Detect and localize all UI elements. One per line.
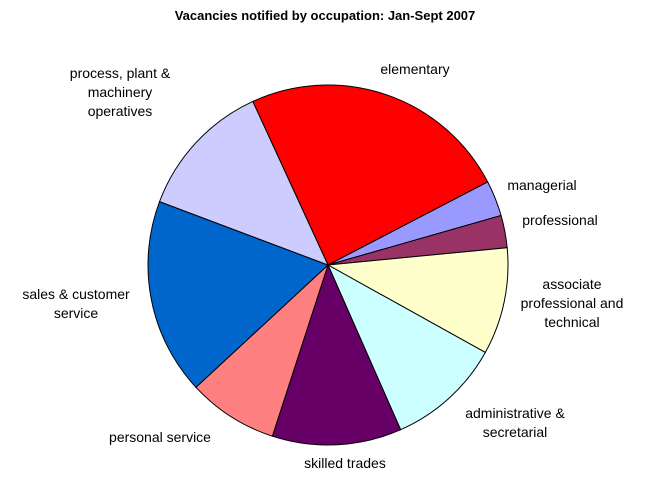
slice-label: process, plant & machinery operatives [69,65,171,119]
chart-title: Vacancies notified by occupation: Jan-Se… [174,8,476,23]
slice-label: administrative & secretarial [465,405,565,440]
slice-label: professional [522,212,598,228]
pie-slice [158,100,329,266]
slice-label: skilled trades [304,455,386,471]
pie-slice [326,247,509,354]
pie-slice [252,84,489,266]
slice-label: associate professional and technical [520,276,624,330]
pie-slice [195,263,330,437]
slice-label: managerial [507,177,577,193]
slice-label: sales & customer service [22,286,130,321]
pie-slice [326,263,486,431]
slice-label: elementary [380,61,450,77]
pie-slice [271,263,402,446]
slice-label: personal service [109,429,211,445]
pie-slice [147,200,329,389]
